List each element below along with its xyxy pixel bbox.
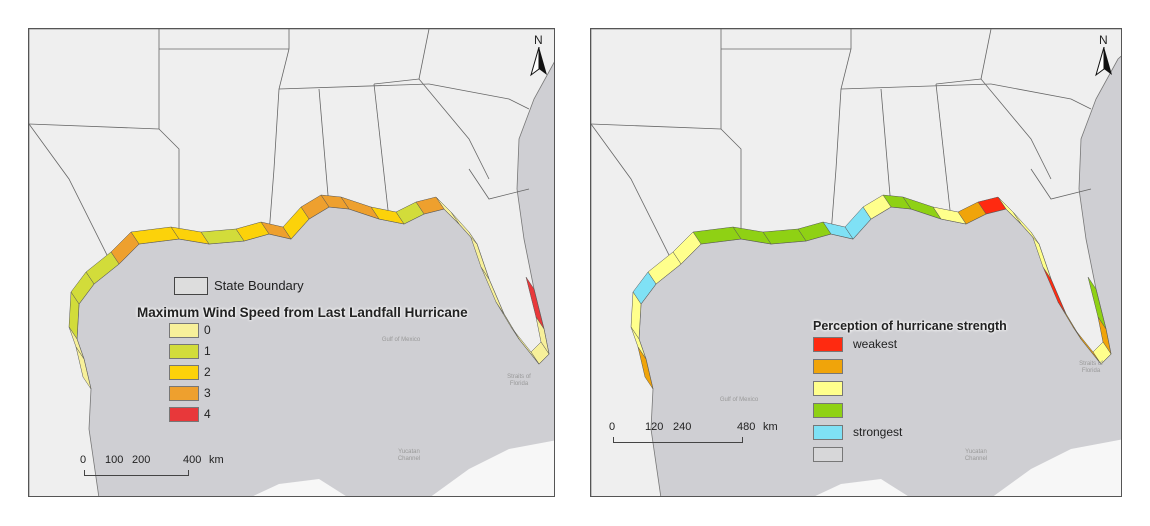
state-boundary: [373, 83, 390, 220]
state-boundary: [268, 48, 290, 235]
scale-unit: km: [763, 421, 778, 433]
legend-label: weakest: [853, 337, 898, 351]
straits-label: Straits of Florida: [507, 374, 531, 387]
state-boundary: [990, 83, 1092, 110]
legend-label: 2: [204, 365, 211, 379]
scale-tick-label: 400: [183, 454, 202, 466]
state-boundary: [418, 29, 430, 80]
scale-bar-line: [84, 470, 189, 476]
legend-swatch: [813, 447, 843, 462]
legend-swatch: [169, 344, 199, 359]
legend-swatch: [813, 359, 843, 374]
state-boundary: [1030, 168, 1092, 200]
scale-tick-label: 0: [609, 421, 616, 433]
map-canvas: [591, 29, 1121, 496]
state-boundary: [29, 123, 160, 130]
scale-tick-label: 0: [80, 454, 87, 466]
state-boundary: [158, 128, 180, 234]
state-boundary: [935, 78, 1052, 180]
legend-title: Maximum Wind Speed from Last Landfall Hu…: [137, 305, 468, 320]
state-boundary: [830, 48, 852, 235]
state-boundary: [591, 123, 672, 260]
state-boundary: [428, 83, 530, 110]
state-boundary-swatch: [174, 277, 208, 295]
map-canvas: [29, 29, 554, 496]
north-arrow-icon: [1095, 47, 1112, 77]
scale-tick-label: 120: [645, 421, 664, 433]
legend-swatch: [169, 407, 199, 422]
scale-tick-label: 100: [105, 454, 124, 466]
state-boundary: [29, 123, 110, 260]
legend-label: 0: [204, 323, 211, 337]
scale-tick-label: 480: [737, 421, 756, 433]
legend-swatch: [813, 337, 843, 352]
scale-tick-label: 240: [673, 421, 692, 433]
legend-swatch: [813, 381, 843, 396]
coastal-county: [637, 346, 654, 390]
legend-title: Perception of hurricane strength: [813, 319, 1007, 333]
state-boundary: [935, 83, 952, 220]
yucatan: [815, 479, 908, 496]
legend-swatch: [813, 425, 843, 440]
gulf-of-mexico-label: Gulf of Mexico: [381, 337, 421, 343]
north-arrow-label: N: [534, 33, 543, 47]
north-arrow-label: N: [1099, 33, 1108, 47]
state-boundary: [720, 128, 742, 234]
north-arrow-icon: [530, 47, 547, 77]
yucatan-label: Yucatan Channel: [964, 449, 988, 462]
coastal-county: [75, 346, 92, 390]
straits-label: Straits of Florida: [1079, 361, 1103, 374]
scale-unit: km: [209, 454, 224, 466]
yucatan: [253, 479, 346, 496]
legend-label: strongest: [853, 425, 903, 439]
legend-label: 1: [204, 344, 211, 358]
cuba: [431, 440, 554, 496]
state-boundary: [591, 123, 722, 130]
legend-label: 3: [204, 386, 211, 400]
state-boundary: [468, 168, 530, 200]
state-boundary: [278, 83, 430, 90]
legend-swatch: [169, 365, 199, 380]
legend-label: 4: [204, 407, 211, 421]
cuba: [993, 439, 1121, 496]
legend-swatch: [813, 403, 843, 418]
legend-swatch: [169, 386, 199, 401]
yucatan-label: Yucatan Channel: [397, 449, 421, 462]
state-boundary-label: State Boundary: [214, 278, 304, 293]
legend-swatch: [169, 323, 199, 338]
scale-tick-label: 200: [132, 454, 151, 466]
state-boundary: [980, 29, 992, 80]
state-boundary: [373, 78, 490, 180]
gulf-of-mexico-label: Gulf of Mexico: [719, 397, 759, 403]
perception-map: Gulf of Mexico Straits of Florida Yucata…: [590, 28, 1122, 497]
scale-bar-line: [613, 437, 743, 443]
state-boundary: [318, 88, 330, 208]
state-boundary: [840, 83, 992, 90]
wind-speed-map: Gulf of Mexico Straits of Florida Yucata…: [28, 28, 555, 497]
state-boundary: [880, 88, 892, 208]
